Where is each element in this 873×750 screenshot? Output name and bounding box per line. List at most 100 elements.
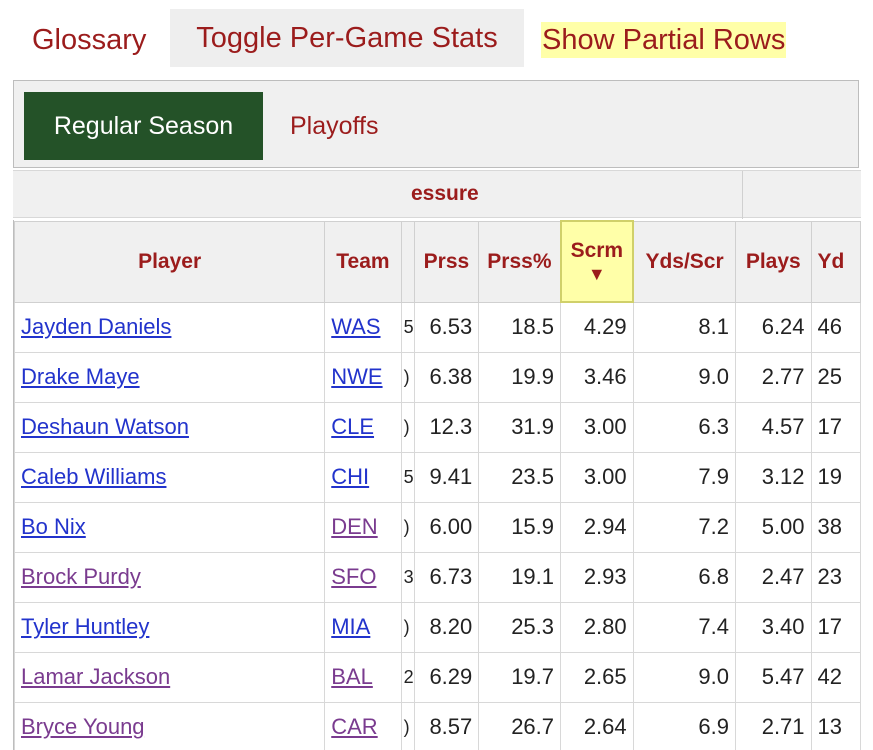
- team-link[interactable]: CHI: [331, 464, 370, 489]
- prss-pct-cell: 19.1: [478, 551, 562, 603]
- player-cell: Deshaun Watson: [14, 401, 326, 453]
- player-link[interactable]: Drake Maye: [21, 364, 140, 389]
- team-cell: WAS: [324, 301, 402, 353]
- team-link[interactable]: DEN: [331, 514, 378, 539]
- plays-cell: 5.00: [735, 501, 812, 553]
- clipped-cell: ): [400, 601, 415, 653]
- toggle-per-game-button[interactable]: Toggle Per-Game Stats: [170, 9, 524, 67]
- table-row: Tyler Huntley MIA) 8.20 25.3 2.80 7.4 3.40 17: [14, 601, 861, 653]
- col-header-prss[interactable]: Prss: [413, 220, 480, 303]
- prss-cell: 6.73: [413, 551, 480, 603]
- table-row: Brock Purdy SFO 3 6.73 19.1 2.93 6.8 2.47 23: [14, 551, 861, 603]
- prss-cell: 9.41: [413, 451, 480, 503]
- yds-cell: 19: [810, 451, 861, 503]
- col-header-yds-scr[interactable]: Yds/Scr: [632, 220, 737, 303]
- team-link[interactable]: NWE: [331, 364, 383, 389]
- player-link[interactable]: Deshaun Watson: [21, 414, 189, 439]
- team-cell: CLE: [324, 401, 402, 453]
- team-link[interactable]: MIA: [331, 614, 371, 639]
- yds-scr-cell: 9.0: [632, 351, 737, 403]
- player-cell: Caleb Williams: [14, 451, 326, 503]
- scrm-cell: 2.65: [560, 651, 634, 703]
- table-row: Caleb Williams CHI 5 9.41 23.5 3.00 7.9 3.12 19: [14, 451, 861, 503]
- table-header-row: Player Team Prss Prss% Scrm ▼ Yds/Scr Pl…: [14, 220, 861, 303]
- player-link[interactable]: Tyler Huntley: [21, 614, 150, 639]
- player-cell: Jayden Daniels: [14, 301, 326, 353]
- scrm-cell: 2.64: [560, 701, 634, 750]
- clipped-cell: ): [400, 501, 415, 553]
- tab-playoffs[interactable]: Playoffs: [290, 111, 379, 140]
- prss-pct-cell: 15.9: [478, 501, 562, 553]
- prss-pct-cell: 26.7: [478, 701, 562, 750]
- scrm-cell: 3.00: [560, 451, 634, 503]
- team-link[interactable]: WAS: [331, 314, 381, 339]
- col-header-prss-pct[interactable]: Prss%: [478, 220, 562, 303]
- yds-scr-cell: 8.1: [632, 301, 737, 353]
- player-link[interactable]: Bryce Young: [21, 714, 145, 739]
- stats-table-container[interactable]: Player Team Prss Prss% Scrm ▼ Yds/Scr Pl…: [13, 220, 861, 750]
- plays-cell: 4.57: [735, 401, 812, 453]
- col-header-scrm[interactable]: Scrm ▼: [559, 220, 635, 303]
- show-partial-rows-link[interactable]: Show Partial Rows: [541, 22, 787, 58]
- player-cell: Brock Purdy: [14, 551, 326, 603]
- col-header-yds[interactable]: Yd: [810, 220, 861, 303]
- plays-cell: 6.24: [735, 301, 812, 353]
- tab-regular-season[interactable]: Regular Season: [24, 92, 263, 160]
- clipped-cell: 5: [400, 301, 415, 353]
- scrm-cell: 2.80: [560, 601, 634, 653]
- player-link[interactable]: Lamar Jackson: [21, 664, 171, 689]
- yds-scr-cell: 7.4: [632, 601, 737, 653]
- clipped-cell: 5: [400, 451, 415, 503]
- clipped-cell: 2: [400, 651, 415, 703]
- scrm-cell: 3.46: [560, 351, 634, 403]
- col-header-team[interactable]: Team: [324, 220, 402, 303]
- player-link[interactable]: Brock Purdy: [21, 564, 141, 589]
- col-header-player[interactable]: Player: [14, 220, 326, 303]
- player-link[interactable]: Jayden Daniels: [21, 314, 172, 339]
- col-header-plays[interactable]: Plays: [735, 220, 812, 303]
- team-link[interactable]: CAR: [331, 714, 378, 739]
- over-header-row: essure: [13, 170, 861, 219]
- team-cell: SFO: [324, 551, 402, 603]
- yds-cell: 38: [810, 501, 861, 553]
- scrm-cell: 2.93: [560, 551, 634, 603]
- clipped-cell: 3: [400, 551, 415, 603]
- table-row: Jayden Daniels WAS 5 6.53 18.5 4.29 8.1 6.24 46: [14, 301, 861, 353]
- glossary-link[interactable]: Glossary: [32, 24, 147, 56]
- scrm-cell: 3.00: [560, 401, 634, 453]
- player-link[interactable]: Bo Nix: [21, 514, 86, 539]
- over-header-pressure: essure: [411, 182, 479, 205]
- prss-cell: 6.29: [413, 651, 480, 703]
- col-header-scrm-label: Scrm: [570, 238, 624, 262]
- prss-pct-cell: 25.3: [478, 601, 562, 653]
- yds-scr-cell: 7.9: [632, 451, 737, 503]
- top-link-bar: Glossary Toggle Per-Game Stats Show Part…: [0, 0, 873, 80]
- scrm-cell: 2.94: [560, 501, 634, 553]
- player-link[interactable]: Caleb Williams: [21, 464, 167, 489]
- player-cell: Bo Nix: [14, 501, 326, 553]
- team-link[interactable]: BAL: [331, 664, 373, 689]
- yds-cell: 46: [810, 301, 861, 353]
- yds-cell: 25: [810, 351, 861, 403]
- player-cell: Lamar Jackson: [14, 651, 326, 703]
- col-header-clipped: [400, 220, 415, 303]
- table-row: Bryce Young CAR) 8.57 26.7 2.64 6.9 2.71 13: [14, 701, 861, 750]
- plays-cell: 3.12: [735, 451, 812, 503]
- prss-pct-cell: 18.5: [478, 301, 562, 353]
- team-cell: DEN: [324, 501, 402, 553]
- prss-cell: 6.53: [413, 301, 480, 353]
- yds-scr-cell: 6.3: [632, 401, 737, 453]
- yds-cell: 17: [810, 601, 861, 653]
- team-link[interactable]: CLE: [331, 414, 375, 439]
- table-row: Bo Nix DEN) 6.00 15.9 2.94 7.2 5.00 38: [14, 501, 861, 553]
- team-cell: CHI: [324, 451, 402, 503]
- prss-cell: 8.20: [413, 601, 480, 653]
- scrm-cell: 4.29: [560, 301, 634, 353]
- clipped-cell: ): [400, 701, 415, 750]
- team-cell: MIA: [324, 601, 402, 653]
- yds-scr-cell: 7.2: [632, 501, 737, 553]
- stats-table: Player Team Prss Prss% Scrm ▼ Yds/Scr Pl…: [14, 220, 861, 750]
- team-cell: CAR: [324, 701, 402, 750]
- prss-cell: 8.57: [413, 701, 480, 750]
- team-link[interactable]: SFO: [331, 564, 377, 589]
